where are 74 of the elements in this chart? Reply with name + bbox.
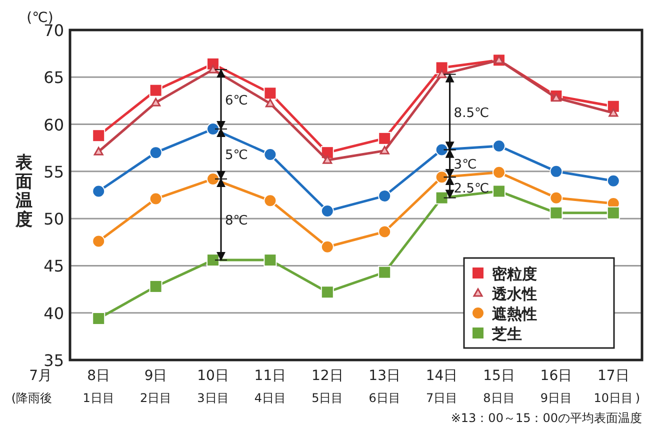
annotation: 6℃ (225, 93, 248, 108)
annotation: 2.5℃ (454, 181, 490, 196)
point (378, 225, 392, 238)
y-tick-label: 45 (44, 256, 64, 276)
point (264, 148, 277, 161)
y-tick-label: 60 (44, 115, 64, 134)
point (437, 70, 447, 78)
x-tick-label: 17日 10日目 (594, 368, 634, 405)
x-tick-label: 9日 2日目 (140, 368, 172, 405)
point (92, 184, 106, 198)
x-tick-label: 13日 6日目 (368, 368, 401, 405)
legend-label: 遮熱性 (491, 305, 537, 323)
point (149, 84, 162, 97)
point (606, 174, 620, 188)
point (208, 64, 218, 74)
point (608, 108, 618, 117)
point (149, 146, 162, 160)
x-tick-label: 12日 5日目 (311, 368, 344, 405)
legend-label: 芝生 (491, 325, 522, 343)
point (492, 166, 506, 179)
point (494, 55, 504, 64)
point (92, 129, 106, 142)
y-tick-label: 55 (44, 162, 64, 182)
point (435, 191, 448, 204)
point (264, 86, 277, 100)
point (492, 139, 506, 152)
point (265, 98, 275, 108)
x-tick-label: 8日 1日目 (82, 368, 114, 405)
point (320, 240, 334, 254)
point (550, 164, 563, 178)
text: 7月 (29, 368, 52, 384)
text: (降雨後 (11, 391, 52, 405)
point (206, 172, 220, 186)
point (378, 189, 392, 202)
legend-label: 密粒度 (492, 265, 537, 283)
point (378, 132, 392, 145)
point (264, 254, 277, 267)
point (92, 234, 106, 248)
annotation: 5℃ (225, 148, 248, 163)
text: ※13：00～15：00の平均表面温度 (450, 411, 642, 425)
text: ) (635, 391, 640, 405)
y-tick-label: 40 (44, 304, 64, 323)
point (435, 170, 448, 184)
point (320, 204, 334, 218)
point (149, 280, 162, 293)
x-tick-label: 16日 9日目 (540, 368, 572, 405)
x-tick-label: 14日 7日目 (426, 368, 458, 405)
point (322, 155, 332, 164)
point (206, 254, 220, 267)
point (378, 266, 392, 279)
x-tick-label: 10日 3日目 (197, 368, 229, 405)
point (492, 184, 506, 198)
y-tick-label: 50 (44, 210, 64, 229)
legend-label: 透水性 (491, 285, 537, 303)
point (206, 122, 220, 136)
point (550, 191, 563, 204)
ylabel: 表面温度 (16, 153, 32, 230)
point (320, 286, 334, 299)
x-tick-label: 15日 8日目 (483, 368, 515, 405)
annotation: 8℃ (225, 214, 248, 229)
point (435, 143, 448, 156)
point (151, 98, 161, 106)
point (606, 206, 620, 220)
annotation: 8.5℃ (454, 106, 490, 122)
y-tick-label: 65 (44, 68, 64, 88)
point (92, 312, 106, 326)
point (264, 194, 277, 208)
point (94, 146, 104, 156)
x-tick-label: 11日 4日目 (254, 368, 286, 405)
point (550, 206, 563, 220)
y-tick-label: 35 (44, 351, 64, 370)
annotation: 3℃ (454, 157, 477, 172)
point (149, 192, 162, 206)
point (380, 146, 390, 154)
